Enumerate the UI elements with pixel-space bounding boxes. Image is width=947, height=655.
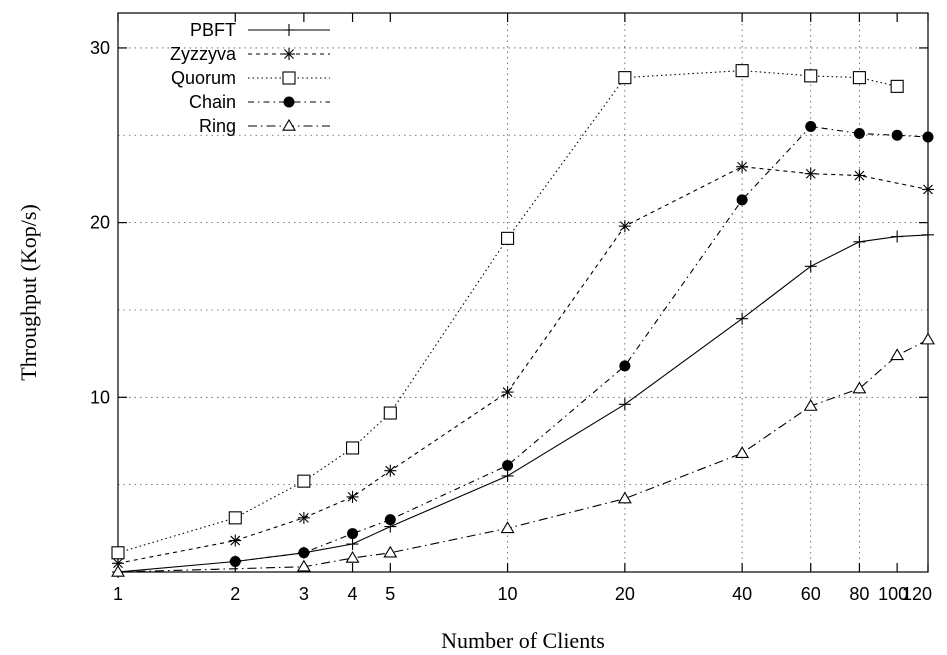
legend-label: Quorum xyxy=(171,68,236,88)
data-point-pbft xyxy=(346,538,359,551)
legend-item-zyzzyva: Zyzzyva xyxy=(170,44,330,64)
legend-label: PBFT xyxy=(190,20,236,40)
legend: PBFT Zyzzyva Quorum Chain Ring xyxy=(170,20,330,136)
x-tick-label: 120 xyxy=(902,584,932,604)
data-point-pbft xyxy=(853,235,866,248)
x-tick-label: 10 xyxy=(498,584,518,604)
data-point-chain xyxy=(736,194,748,206)
legend-label: Chain xyxy=(189,92,236,112)
x-tick-label: 20 xyxy=(615,584,635,604)
series-chain xyxy=(229,121,934,568)
legend-item-ring: Ring xyxy=(199,116,330,136)
data-point-chain xyxy=(384,514,396,526)
x-axis-title: Number of Clients xyxy=(441,628,605,653)
data-point-zyzzyva xyxy=(853,169,866,182)
data-point-zyzzyva xyxy=(384,464,397,477)
x-tick-label: 3 xyxy=(299,584,309,604)
data-point-quorum xyxy=(383,406,397,420)
data-point-pbft xyxy=(891,230,904,243)
series-line-chain xyxy=(235,125,929,563)
data-point-chain xyxy=(805,121,817,133)
grid-layer xyxy=(118,13,928,572)
data-point-ring xyxy=(852,381,867,394)
data-point-chain xyxy=(922,131,934,143)
data-point-chain xyxy=(229,556,241,568)
data-point-ring xyxy=(890,348,905,361)
data-point-ring xyxy=(803,398,818,411)
data-point-ring xyxy=(921,332,935,345)
data-point-chain xyxy=(298,547,310,559)
x-tick-label: 4 xyxy=(348,584,358,604)
data-point-quorum xyxy=(890,79,904,93)
data-point-ring xyxy=(345,550,360,563)
legend-label: Ring xyxy=(199,116,236,136)
legend-marker xyxy=(283,48,295,60)
x-tick-label: 100 xyxy=(878,584,908,604)
data-point-ring xyxy=(500,521,515,534)
legend-marker xyxy=(283,24,295,36)
series-quorum xyxy=(111,64,904,560)
plot-frame xyxy=(117,12,929,573)
series-line-ring xyxy=(117,339,929,573)
data-point-zyzzyva xyxy=(501,386,514,399)
data-point-quorum xyxy=(228,511,242,525)
data-point-ring xyxy=(617,491,632,504)
legend-item-chain: Chain xyxy=(189,92,330,112)
series-line-zyzzyva xyxy=(117,166,929,564)
series-layer xyxy=(111,64,935,578)
series-ring xyxy=(111,332,935,577)
data-point-chain xyxy=(347,528,359,540)
y-axis-title: Throughput (Kop/s) xyxy=(16,204,41,381)
data-point-ring xyxy=(735,446,750,458)
data-point-zyzzyva xyxy=(618,220,631,233)
data-point-quorum xyxy=(111,546,125,560)
data-point-zyzzyva xyxy=(804,167,817,180)
legend-label: Zyzzyva xyxy=(170,44,237,64)
data-point-ring xyxy=(296,559,311,572)
data-point-pbft xyxy=(736,312,749,325)
y-tick-label: 10 xyxy=(90,387,110,407)
data-point-chain xyxy=(853,128,865,140)
data-point-quorum xyxy=(297,474,311,488)
legend-marker xyxy=(283,96,295,108)
data-point-quorum xyxy=(735,64,749,78)
data-point-quorum xyxy=(618,71,632,85)
data-point-chain xyxy=(891,129,903,141)
data-point-zyzzyva xyxy=(229,534,242,547)
data-point-ring xyxy=(383,545,398,558)
x-tick-label: 5 xyxy=(385,584,395,604)
y-tick-label: 30 xyxy=(90,38,110,58)
data-point-pbft xyxy=(618,398,631,411)
legend-item-quorum: Quorum xyxy=(171,68,330,88)
x-tick-label: 60 xyxy=(801,584,821,604)
data-point-chain xyxy=(502,459,514,471)
x-tick-label: 80 xyxy=(849,584,869,604)
data-point-quorum xyxy=(804,69,818,83)
x-tick-label: 2 xyxy=(230,584,240,604)
x-tick-label: 40 xyxy=(732,584,752,604)
data-point-quorum xyxy=(852,71,866,85)
data-point-quorum xyxy=(345,441,360,455)
data-point-zyzzyva xyxy=(297,511,310,524)
series-zyzzyva xyxy=(112,160,934,570)
data-point-ring xyxy=(111,564,125,577)
y-tick-label: 20 xyxy=(90,213,110,233)
data-point-pbft xyxy=(804,260,817,273)
data-point-zyzzyva xyxy=(346,490,359,503)
data-point-zyzzyva xyxy=(922,183,934,196)
data-point-zyzzyva xyxy=(736,160,749,173)
data-point-pbft xyxy=(922,228,934,241)
legend-item-pbft: PBFT xyxy=(190,20,330,40)
data-point-quorum xyxy=(501,231,515,245)
data-point-pbft xyxy=(501,469,514,482)
legend-marker xyxy=(282,118,296,131)
x-tick-label: 1 xyxy=(113,584,123,604)
data-point-chain xyxy=(619,360,631,372)
legend-marker xyxy=(282,71,296,85)
